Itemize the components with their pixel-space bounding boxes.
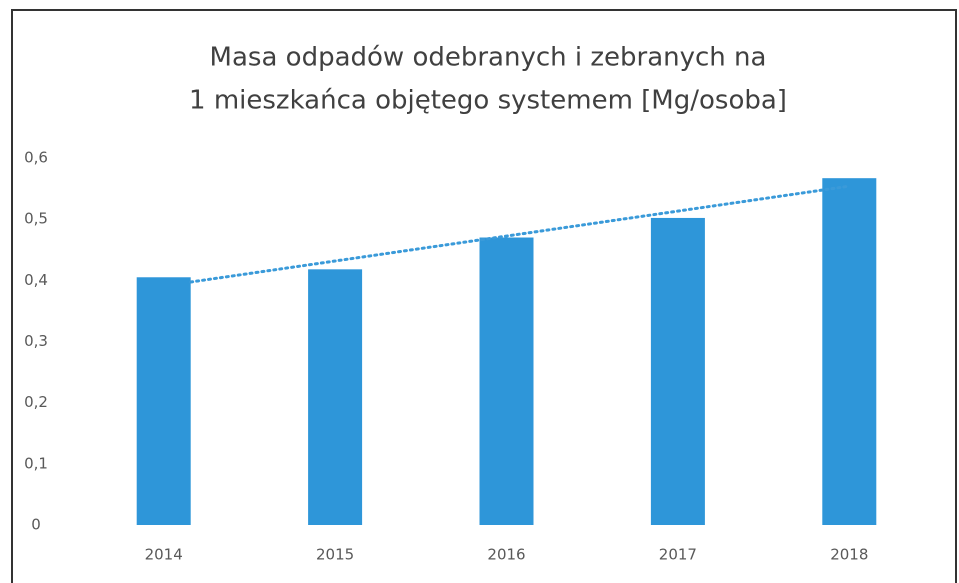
y-tick-label: 0,5 bbox=[24, 210, 48, 228]
bar bbox=[822, 178, 877, 525]
y-tick-label: 0,6 bbox=[24, 149, 48, 167]
chart-title: Masa odpadów odebranych i zebranych na bbox=[210, 43, 767, 73]
bar bbox=[308, 269, 363, 525]
y-tick-label: 0,3 bbox=[24, 332, 48, 350]
x-tick-label: 2017 bbox=[659, 546, 697, 564]
chart-title: 1 mieszkańca objętego systemem [Mg/osoba… bbox=[189, 86, 787, 116]
x-tick-label: 2015 bbox=[316, 546, 354, 564]
bar bbox=[136, 277, 191, 525]
bar bbox=[479, 237, 534, 525]
y-tick-label: 0,1 bbox=[24, 454, 48, 472]
x-tick-label: 2014 bbox=[145, 546, 183, 564]
bar bbox=[650, 217, 705, 525]
x-tick-label: 2016 bbox=[487, 546, 525, 564]
y-tick-label: 0 bbox=[31, 516, 41, 534]
y-tick-label: 0,2 bbox=[24, 393, 48, 411]
y-tick-label: 0,4 bbox=[24, 271, 48, 289]
x-tick-label: 2018 bbox=[830, 546, 868, 564]
trendline bbox=[189, 184, 851, 284]
